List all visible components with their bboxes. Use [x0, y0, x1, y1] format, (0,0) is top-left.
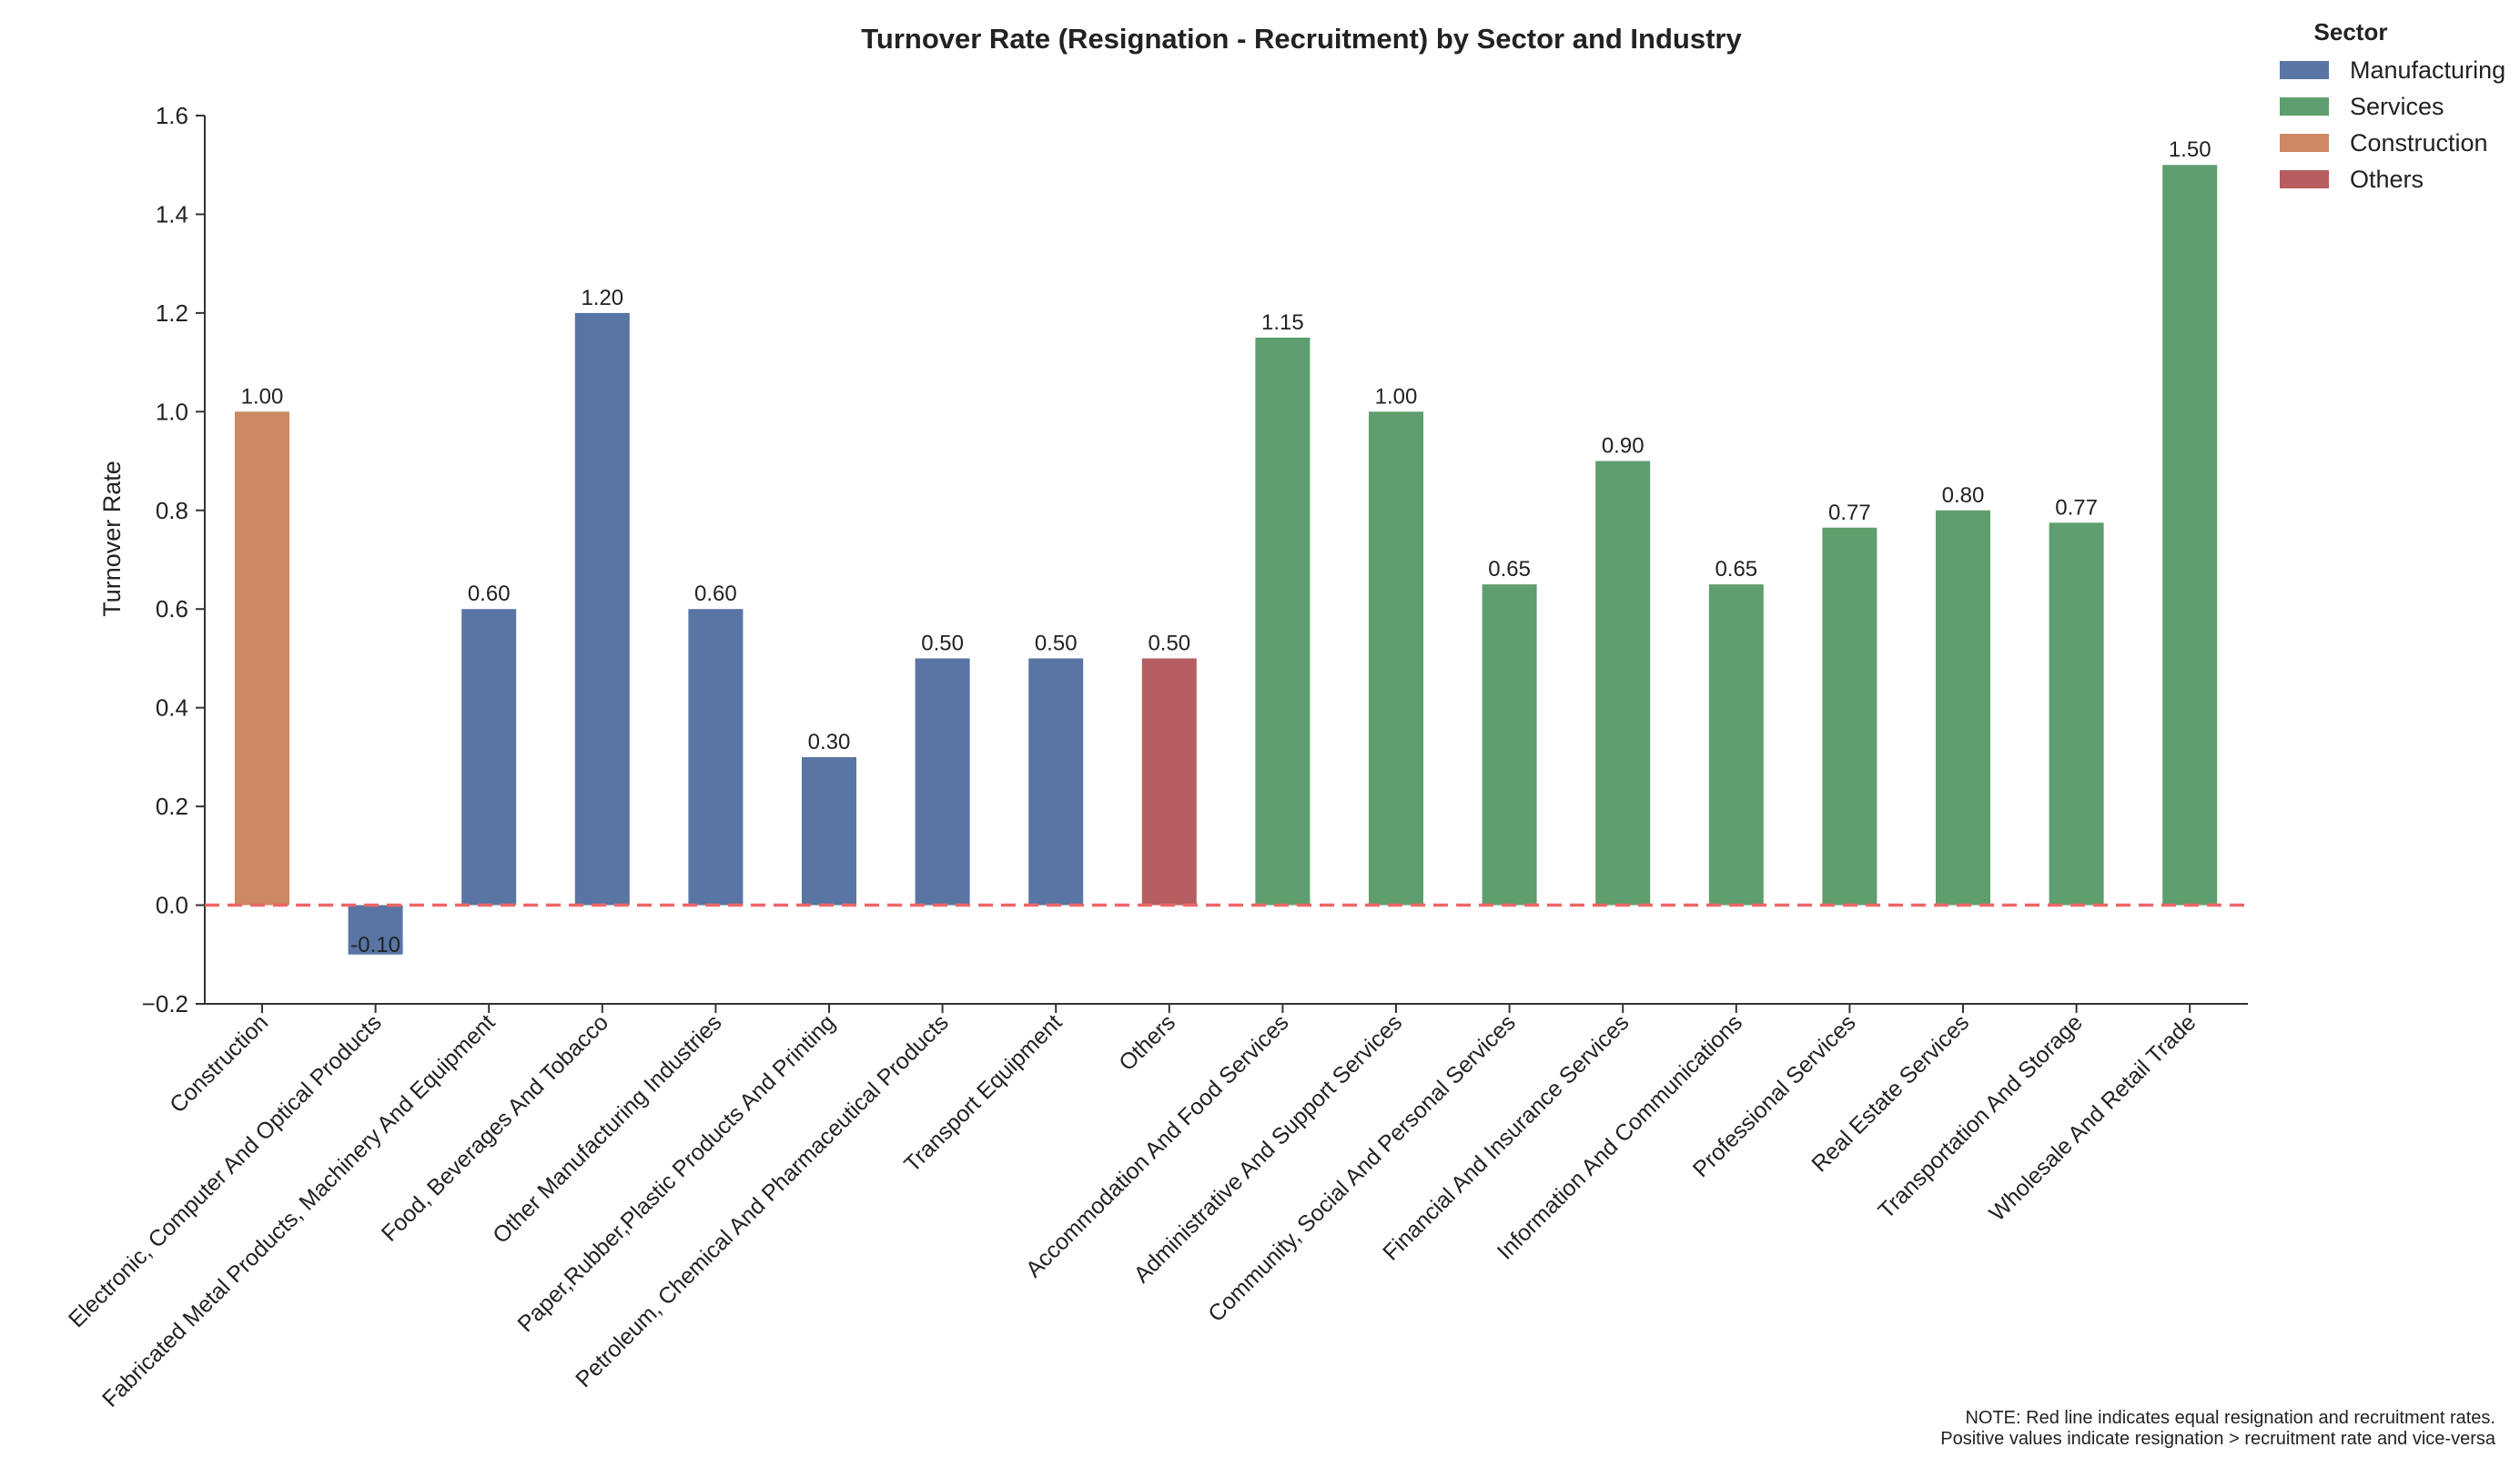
bar	[688, 609, 744, 906]
bar	[915, 658, 970, 906]
bar-value-label: 0.60	[468, 582, 511, 606]
x-tick-label: Transportation And Storage	[1873, 1009, 2087, 1223]
x-tick-label: Financial And Insurance Services	[1378, 1009, 1634, 1265]
bar	[1595, 461, 1651, 906]
plot-area: −0.2 0.0 0.2 0.4 0.6 0.8 1.0 1.2 1.4 1.6 1.00 Const…	[64, 102, 2248, 1412]
bar-value-label: 0.80	[1942, 483, 1985, 508]
legend-swatch	[2280, 134, 2329, 152]
bar-value-label: 0.77	[2055, 495, 2098, 520]
bar	[1028, 658, 1084, 906]
y-tick-label: 0.6	[156, 595, 188, 623]
bar	[1708, 584, 1764, 906]
bar-value-label: 1.20	[581, 286, 623, 310]
x-tick-label: Petroleum, Chemical And Pharmaceutical P…	[571, 1009, 954, 1392]
legend-swatch	[2280, 170, 2329, 188]
y-tick-label: 0.0	[156, 892, 188, 919]
bar	[348, 905, 403, 955]
bar	[235, 411, 289, 906]
legend-entry-label: Construction	[2350, 129, 2488, 157]
bar	[1255, 338, 1311, 906]
bar-value-label: 1.00	[241, 384, 284, 409]
bar	[802, 756, 856, 906]
x-tick-label: Information And Communications	[1493, 1009, 1747, 1264]
bar-value-label: -0.10	[350, 933, 400, 957]
x-tick-label: Others	[1114, 1009, 1180, 1076]
bar-value-label: 1.00	[1375, 384, 1418, 409]
y-tick-label: 1.6	[156, 102, 188, 129]
bar-value-label: 0.90	[1602, 434, 1645, 459]
bar-value-label: 1.15	[1261, 310, 1304, 335]
y-tick-label: −0.2	[142, 990, 188, 1017]
x-tick-label: Food, Beverages And Tobacco	[377, 1009, 613, 1246]
x-tick-label: Construction	[165, 1009, 273, 1118]
legend-entry-label: Services	[2350, 93, 2444, 120]
x-tick-label: Other Manufacturing Industries	[488, 1009, 727, 1249]
bar-value-label: 0.65	[1715, 557, 1757, 582]
bar-value-label: 0.30	[808, 730, 851, 754]
legend-swatch	[2280, 97, 2329, 116]
legend-entry-label: Others	[2350, 166, 2424, 193]
bar	[2162, 165, 2218, 906]
bar-value-label: 0.77	[1828, 501, 1871, 525]
y-tick-label: 1.0	[156, 398, 188, 425]
y-tick-label: 1.2	[156, 299, 188, 327]
bar-value-label: 0.50	[1035, 631, 1078, 655]
bar-value-label: 1.50	[2169, 137, 2211, 162]
bar-value-label: 0.50	[1148, 631, 1190, 655]
chart-title: Turnover Rate (Resignation - Recruitment…	[861, 23, 1742, 55]
x-tick-label: Wholesale And Retail Trade	[1984, 1009, 2201, 1226]
bar	[461, 609, 517, 906]
y-tick-label: 0.2	[156, 793, 188, 820]
bar	[1141, 658, 1197, 906]
bar	[1822, 527, 1877, 906]
bar	[574, 312, 630, 906]
note-line-2: Positive values indicate resignation > r…	[1940, 1429, 2496, 1449]
bar-value-label: 0.50	[921, 631, 964, 655]
y-tick-label: 1.4	[156, 200, 188, 228]
x-tick-label: Fabricated Metal Products, Machinery And…	[97, 1009, 500, 1412]
bar-value-label: 0.65	[1488, 557, 1531, 582]
legend-title: Sector	[2314, 18, 2388, 46]
bar	[1369, 411, 1423, 906]
legend: Sector Manufacturing Services Construction…	[2280, 18, 2505, 193]
y-axis-label: Turnover Rate	[98, 461, 126, 617]
y-tick-label: 0.8	[156, 497, 188, 524]
legend-entry-label: Manufacturing	[2350, 56, 2505, 84]
bar	[2049, 522, 2104, 906]
y-tick-label: 0.4	[156, 694, 188, 722]
bar	[1482, 584, 1537, 906]
legend-swatch	[2280, 61, 2329, 79]
note-line-1: NOTE: Red line indicates equal resignati…	[1965, 1408, 2495, 1428]
bar-value-label: 0.60	[694, 582, 737, 606]
bar	[1936, 510, 1990, 906]
